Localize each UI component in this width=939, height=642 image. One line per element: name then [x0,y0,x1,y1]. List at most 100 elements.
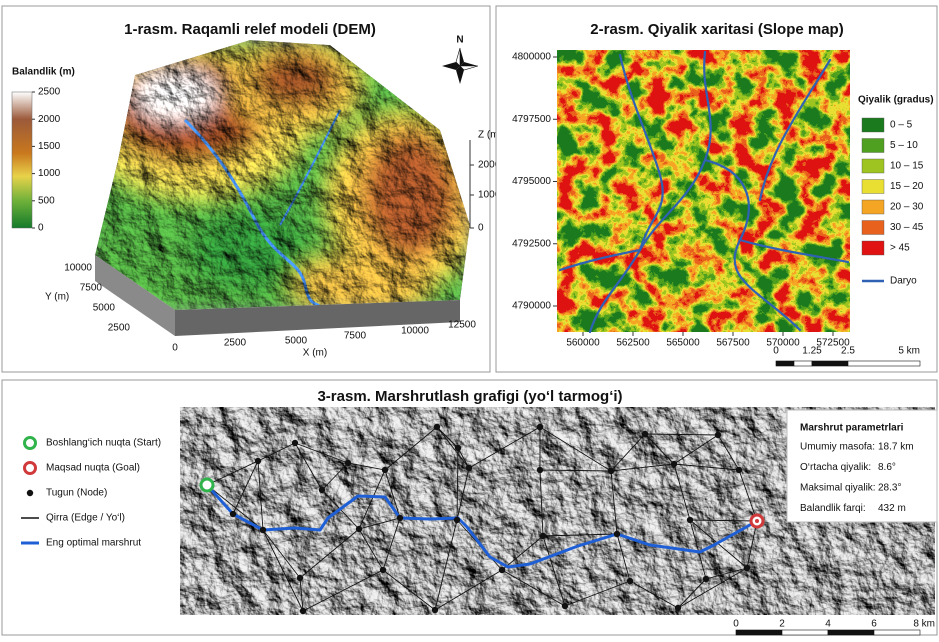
node [382,467,388,473]
node [432,607,438,613]
legend-label: 0 – 5 [890,120,913,131]
x-tick-label: 7500 [344,331,367,342]
x-tick-label: 560000 [566,338,600,349]
y-tick-label: 4800000 [512,52,551,63]
node [608,468,614,474]
node [300,608,306,614]
node [537,467,543,473]
y-axis-label: Y (m) [45,292,69,303]
x-tick-label: 2500 [224,338,247,349]
node [356,526,362,532]
colorbar-tick-label: 1500 [38,141,61,152]
y-tick-label: 4790000 [512,301,551,312]
scale-label: 6 [871,619,877,630]
legend-label: Qirra (Edge / Yo‘l) [46,513,125,524]
node [499,567,505,573]
scale-label: 0 [733,619,739,630]
x-tick-label: 570000 [766,338,800,349]
scale-label: 8 km [913,619,935,630]
node [562,603,568,609]
node [703,576,709,582]
node [736,467,742,473]
legend-swatch [862,180,884,194]
node [687,517,693,523]
parameters-title: Marshrut parametrlari [800,423,904,434]
scale-segment [848,361,920,366]
goal-point-core [755,519,759,523]
panel-title: 3-rasm. Marshrutlash grafigi (yo‘l tarmo… [317,388,622,405]
legend-swatch [862,200,884,214]
start-point [201,479,213,491]
legend-label: 30 – 45 [890,222,924,233]
legend-swatch [862,118,884,132]
parameter-label: Umumiy masofa: [800,442,875,453]
colorbar-tick-label: 0 [38,223,44,234]
slope-map [557,50,850,332]
figure: 1-rasm. Raqamli relef modeli (DEM) Balan… [0,0,939,637]
node [297,575,303,581]
parameter-label: Balandlik farqi: [800,503,866,514]
scale-segment [736,630,782,635]
x-tick-label: 567500 [716,338,750,349]
legend-label: 5 – 10 [890,140,918,151]
x-axis-label: X (m) [303,348,327,359]
legend-swatch [862,139,884,153]
parameter-value: 28.3° [878,483,901,494]
y-tick-label: 4792500 [512,238,551,249]
legend-title: Qiyalik (gradus) [858,95,934,106]
legend-label: 15 – 20 [890,181,924,192]
node [455,445,461,451]
node [614,531,620,537]
compass-label: N [456,35,463,46]
parameter-label: O‘rtacha qiyalik: [800,462,871,473]
y-tick-label: 4795000 [512,176,551,187]
legend-node [27,490,33,496]
x-tick-label: 10000 [401,326,429,337]
node [292,440,298,446]
node [642,431,648,437]
legend-goal [25,463,36,474]
legend-label: Maqsad nuqta (Goal) [46,463,140,474]
legend-label: 20 – 30 [890,202,924,213]
colorbar-label: Balandlik (m) [12,67,75,78]
y-tick-label: 5000 [93,303,116,314]
scale-label: 0 [773,346,779,357]
scale-label: 5 km [898,346,920,357]
colorbar-tick-label: 2500 [38,87,61,98]
node [675,605,681,611]
panel-title: 2-rasm. Qiyalik xaritasi (Slope map) [590,21,843,38]
node [537,424,543,430]
legend-label: 10 – 15 [890,161,924,172]
colorbar [12,92,32,228]
node [454,517,460,523]
scale-segment [776,361,794,366]
x-tick-label: 5000 [285,336,308,347]
legend-label: > 45 [890,243,910,254]
legend-swatch [862,221,884,235]
scale-segment [828,630,874,635]
parameter-value: 8.6° [878,462,896,473]
node [627,578,633,584]
legend-label: Tugun (Node) [46,488,107,499]
node [319,487,325,493]
page: Relief, slope and routing maps html, bod… [0,0,939,637]
node [466,465,472,471]
scale-segment [794,361,812,366]
legend-label: Eng optimal marshrut [46,538,141,549]
x-tick-label: 0 [172,343,178,354]
node [671,461,677,467]
node [260,527,266,533]
node [255,458,261,464]
y-tick-label: 2500 [108,323,131,334]
parameter-value: 432 m [878,503,906,514]
node [715,432,721,438]
scale-segment [874,630,920,635]
y-tick-label: 7500 [80,283,103,294]
x-tick-label: 562500 [616,338,650,349]
colorbar-tick-label: 2000 [38,114,61,125]
parameter-value: 18.7 km [878,442,914,453]
panel-title: 1-rasm. Raqamli relef modeli (DEM) [124,21,376,38]
x-tick-label: 12500 [448,320,476,331]
scale-label: 4 [825,619,831,630]
scale-segment [782,630,828,635]
